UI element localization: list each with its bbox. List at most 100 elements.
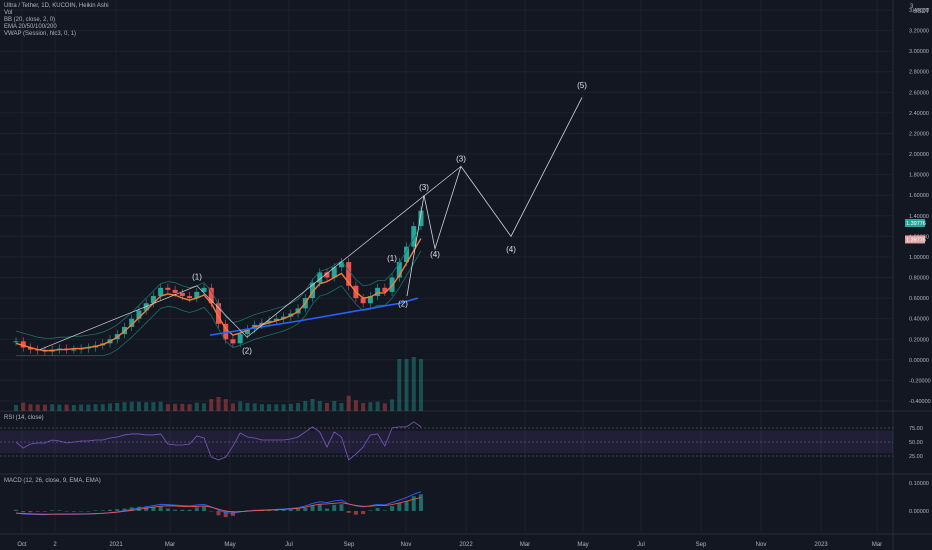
macd-histogram-bar <box>317 504 322 511</box>
macd-histogram-bar <box>100 510 105 511</box>
macd-histogram-bar <box>419 494 423 511</box>
macd-histogram-bar <box>194 507 199 511</box>
candle-body <box>179 292 185 297</box>
time-axis[interactable]: Oct 2 2021 Mar May Jul Sep Nov 2022 Mar May Jul Sep N… <box>17 542 882 548</box>
volume-bar <box>317 401 322 411</box>
price-tick-label: 3.00000 <box>909 49 929 55</box>
volume-bar <box>288 403 293 411</box>
volume-bar <box>21 402 26 411</box>
candle-body <box>187 296 193 299</box>
candle-body <box>324 272 330 278</box>
indicator-vwap[interactable]: VWAP (Session, hlc3, 0, 1) <box>4 31 77 37</box>
elliott-projection[interactable] <box>39 97 583 350</box>
wave-label: (1) <box>387 254 397 263</box>
volume-bar <box>86 404 91 411</box>
price-badge-label: 1.39776 <box>906 221 926 227</box>
candle-body <box>136 310 142 319</box>
volume-bar <box>259 404 264 411</box>
price-tick-label: 0.40000 <box>909 317 929 323</box>
macd-legend[interactable]: MACD (12, 26, close, 9, EMA, EMA) <box>4 478 101 484</box>
rsi-level-label: 25.00 <box>909 454 923 460</box>
volume-bar <box>100 404 105 411</box>
vwap-line <box>209 297 419 336</box>
rsi-pane[interactable]: 75.00 50.00 25.00 <box>0 421 923 461</box>
candle-body <box>71 349 77 351</box>
macd-histogram-bar <box>411 496 416 511</box>
indicator-bb[interactable]: BB (20, close, 2, 0) <box>4 17 56 23</box>
macd-histogram-bar <box>144 506 149 511</box>
volume-bar <box>223 399 228 411</box>
macd-histogram-bar <box>165 508 170 511</box>
price-badge-label: 1.39776 <box>906 237 926 243</box>
volume-bar <box>303 401 308 411</box>
wave-labels: (1) (2) (1) (2) (3) (4) (3) (4) (5) <box>192 81 587 355</box>
price-tick-label: 0.00000 <box>909 358 929 364</box>
volume-bar <box>382 403 387 411</box>
candle-body <box>216 303 221 324</box>
volume-bar <box>151 402 156 411</box>
volume-bar <box>245 403 250 411</box>
time-tick-label: 2 <box>53 542 57 548</box>
price-tick-label: 2.40000 <box>909 111 929 117</box>
macd-level-label: 0.00000 <box>909 509 929 515</box>
indicator-vol[interactable]: Vol <box>4 10 13 16</box>
volume-bar <box>93 404 98 411</box>
candle-body <box>129 318 135 327</box>
volume-bar <box>180 403 185 411</box>
price-pane[interactable] <box>13 206 424 357</box>
candle-body <box>143 303 149 311</box>
macd-histogram-bar <box>79 511 84 512</box>
macd-histogram-bar <box>274 509 279 511</box>
time-tick-label: 2022 <box>459 542 473 548</box>
macd-histogram-bar <box>187 509 192 511</box>
candle-body <box>418 210 424 227</box>
macd-histogram-bar <box>346 511 351 513</box>
macd-histogram-bar <box>216 511 221 516</box>
time-tick-label: 2021 <box>109 542 123 548</box>
macd-histogram-bar <box>209 511 214 512</box>
macd-histogram-bar <box>324 508 329 511</box>
volume-bar <box>267 404 272 411</box>
price-badge <box>905 218 925 227</box>
volume-bar <box>14 405 18 411</box>
price-tick-label: 3.40000 <box>909 8 929 14</box>
volume-bar <box>238 401 243 411</box>
time-tick-label: Mar <box>872 542 882 548</box>
candle-body <box>382 287 388 292</box>
candle-body <box>396 262 402 278</box>
macd-histogram-bar <box>173 509 178 511</box>
wave-label: (4) <box>506 245 516 254</box>
rsi-legend[interactable]: RSI (14, close) <box>4 415 44 421</box>
macd-histogram-bar <box>21 511 26 513</box>
price-tick-label: 0.60000 <box>909 296 929 302</box>
volume-bar <box>202 403 207 411</box>
candle-body <box>411 226 417 247</box>
bb-lower <box>16 250 422 357</box>
candle-body <box>346 262 352 286</box>
macd-histogram-bar <box>390 506 395 511</box>
price-tick-label: -0.40000 <box>909 399 931 405</box>
indicator-ema[interactable]: EMA 20/50/100/200 <box>4 24 57 30</box>
macd-histogram-bar <box>14 509 18 511</box>
macd-histogram-bar <box>28 511 33 513</box>
candle-body <box>317 272 323 283</box>
volume-bar <box>79 404 84 411</box>
currency-label: USDT <box>913 9 930 15</box>
price-tick-label: 0.80000 <box>909 276 929 282</box>
volume-bar <box>194 402 199 411</box>
macd-histogram-bar <box>397 502 402 511</box>
macd-histogram-bar <box>151 506 156 511</box>
macd-pane[interactable]: 0.10000 0.00000 <box>14 481 929 518</box>
candle-body <box>375 287 381 297</box>
time-tick-label: Sep <box>696 542 707 548</box>
volume-bar <box>404 359 409 411</box>
rsi-level-label: 75.00 <box>909 426 923 432</box>
macd-histogram-bar <box>50 510 55 511</box>
price-axis[interactable]: 33.40000 3.20000 3.00000 2.80000 2.60000 2.40… <box>905 4 931 405</box>
volume-bar <box>332 401 337 411</box>
macd-histogram-bar <box>353 511 358 515</box>
volume-bar <box>129 401 134 411</box>
volume-bar <box>173 403 178 411</box>
